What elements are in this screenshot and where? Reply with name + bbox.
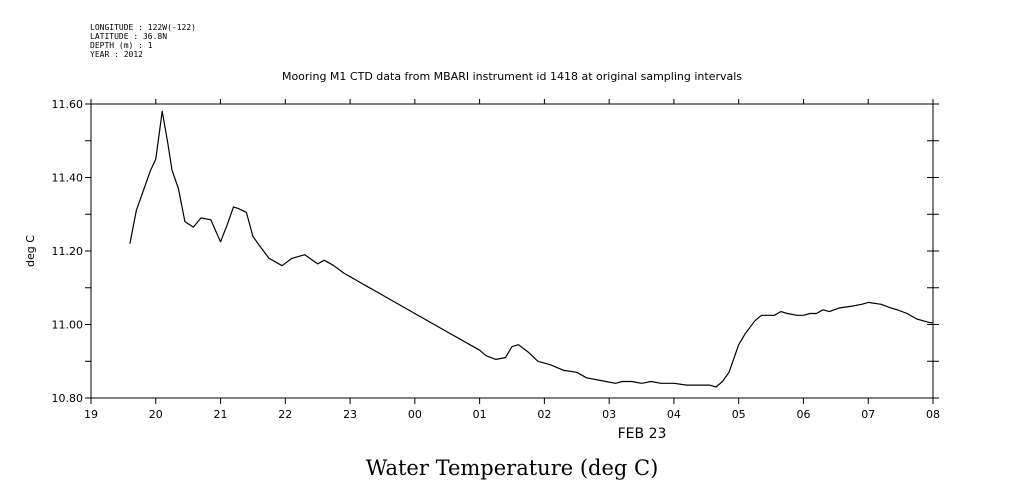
- x-tick-label: 04: [667, 408, 681, 421]
- plot-frame: [90, 103, 934, 399]
- y-tick-label: 11.60: [52, 98, 84, 111]
- figure-caption: Water Temperature (deg C): [366, 456, 659, 480]
- x-tick-label: 23: [343, 408, 357, 421]
- x-axis: 19 20 21 22 23 00 01 02 03 04 05 06 07 08: [84, 99, 940, 421]
- y-tick-label: 11.20: [52, 245, 84, 258]
- x-tick-label: 02: [537, 408, 551, 421]
- x-tick-label: 00: [408, 408, 422, 421]
- x-tick-label: 22: [278, 408, 292, 421]
- latitude-label: LATITUDE : 36.8N: [90, 32, 167, 41]
- x-tick-label: 21: [214, 408, 228, 421]
- x-tick-label: 05: [732, 408, 746, 421]
- header-block: LONGITUDE : 122W(-122) LATITUDE : 36.8N …: [90, 23, 196, 59]
- temperature-series-line: [129, 110, 933, 388]
- x-tick-label: 20: [149, 408, 163, 421]
- longitude-label: LONGITUDE : 122W(-122): [90, 23, 196, 32]
- x-tick-label: 19: [84, 408, 98, 421]
- depth-label: DEPTH (m) : 1: [90, 41, 153, 50]
- x-tick-label: 01: [473, 408, 487, 421]
- y-tick-label: 11.40: [52, 172, 84, 185]
- y-axis-label: deg C: [24, 235, 37, 267]
- x-tick-label: 06: [796, 408, 810, 421]
- year-label: YEAR : 2012: [90, 50, 143, 59]
- x-tick-label: 03: [602, 408, 616, 421]
- series-layer: [129, 110, 933, 388]
- chart-title: Mooring M1 CTD data from MBARI instrumen…: [282, 70, 742, 83]
- x-tick-label: 07: [861, 408, 875, 421]
- x-axis-label: FEB 23: [618, 426, 667, 442]
- y-tick-label: 10.80: [52, 392, 84, 405]
- y-tick-label: 11.00: [52, 319, 84, 332]
- x-tick-label: 08: [926, 408, 940, 421]
- y-axis: 10.80 11.00 11.20 11.40 11.60: [52, 98, 939, 405]
